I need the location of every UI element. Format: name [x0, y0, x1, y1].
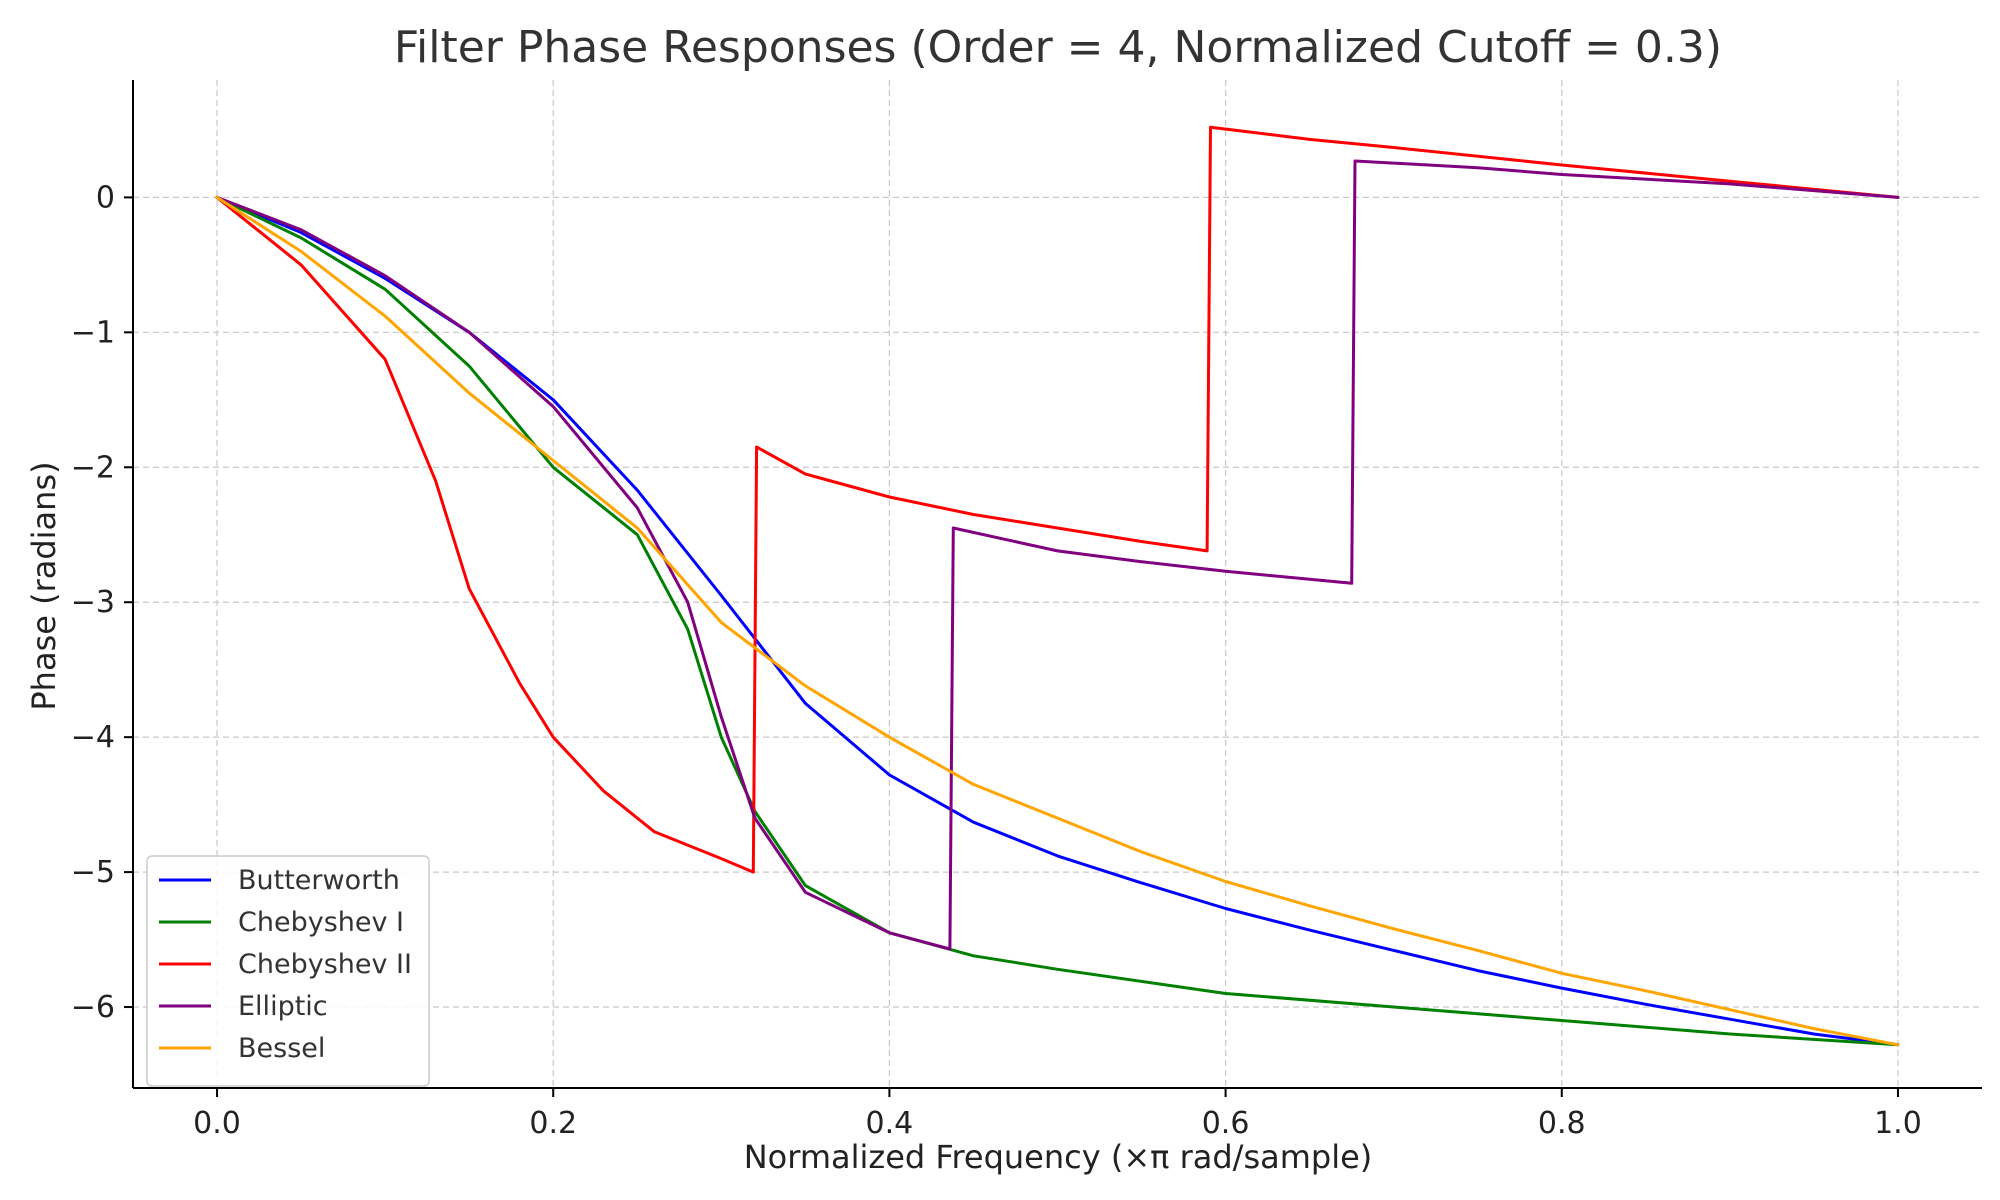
grid [133, 80, 1982, 1088]
x-tick-label: 0.2 [529, 1106, 577, 1141]
chart-title: Filter Phase Responses (Order = 4, Norma… [394, 22, 1722, 73]
axes [132, 80, 1982, 1089]
x-tick-label: 0.0 [193, 1106, 241, 1141]
legend-label-butterworth: Butterworth [238, 865, 400, 896]
legend-label-chebyshev-ii: Chebyshev II [238, 949, 412, 980]
y-tick-label: −3 [71, 585, 115, 620]
x-tick-label: 1.0 [1874, 1106, 1922, 1141]
series-line-elliptic [215, 159, 1900, 951]
y-axis-label: Phase (radians) [25, 461, 63, 710]
series-line-butterworth [215, 195, 1900, 1047]
legend-label-bessel: Bessel [238, 1033, 325, 1064]
x-tick-label: 0.8 [1538, 1106, 1586, 1141]
legend: Butterworth Chebyshev I Chebyshev II Ellipt… [146, 855, 430, 1087]
x-tick-label: 0.4 [866, 1106, 914, 1141]
legend-label-elliptic: Elliptic [238, 991, 328, 1022]
y-tick-label: 0 [96, 180, 115, 215]
y-tick-label: −2 [71, 450, 115, 485]
series-line-bessel [215, 195, 1900, 1047]
y-tick-label: −1 [71, 315, 115, 350]
legend-label-chebyshev-i: Chebyshev I [238, 907, 404, 938]
series-line-chebyshev-i [215, 195, 1900, 1047]
series-line-chebyshev-ii [215, 125, 1900, 874]
ticks: 0.0 0.2 0.4 0.6 0.8 1.0 0 −1 −2 −3 −4 −5 −6 [71, 180, 1922, 1141]
y-tick-label: −4 [71, 720, 115, 755]
legend-box [146, 855, 430, 1087]
y-tick-label: −5 [71, 855, 115, 890]
x-axis-label: Normalized Frequency (×π rad/sample) [744, 1138, 1373, 1176]
x-tick-label: 0.6 [1202, 1106, 1250, 1141]
y-tick-label: −6 [71, 990, 115, 1025]
series-lines [215, 125, 1900, 1047]
